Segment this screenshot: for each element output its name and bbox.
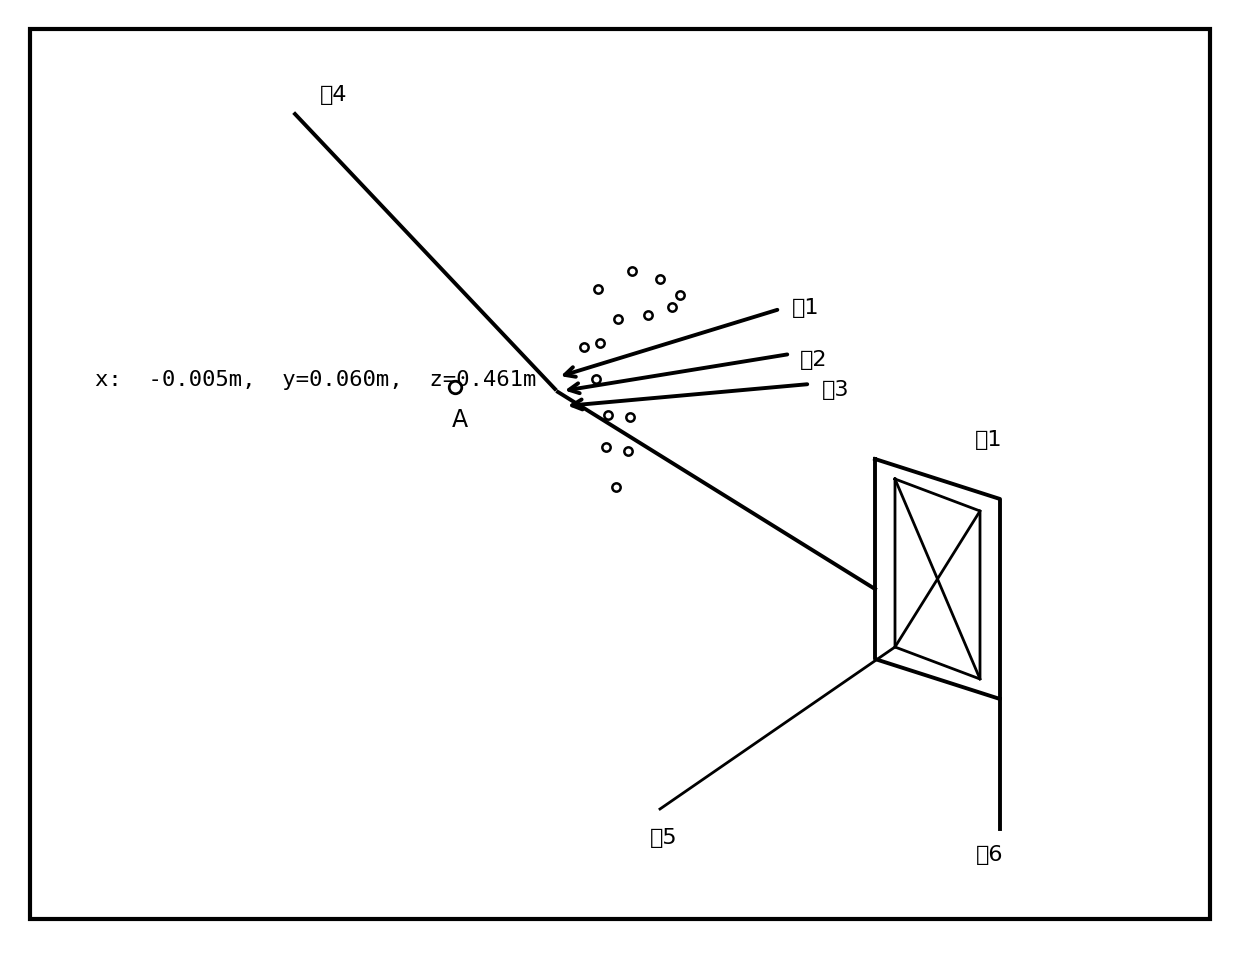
Text: 线4: 线4 xyxy=(320,85,347,105)
Text: x:  -0.005m,  y=0.060m,  z=0.461m: x: -0.005m, y=0.060m, z=0.461m xyxy=(95,370,537,390)
Text: 线6: 线6 xyxy=(976,844,1003,864)
Text: 线3: 线3 xyxy=(822,379,849,399)
Text: 线1: 线1 xyxy=(792,297,820,317)
Text: 线5: 线5 xyxy=(650,827,677,847)
Text: 框1: 框1 xyxy=(975,430,1002,450)
Text: 线2: 线2 xyxy=(800,350,827,370)
Text: A: A xyxy=(451,408,467,432)
